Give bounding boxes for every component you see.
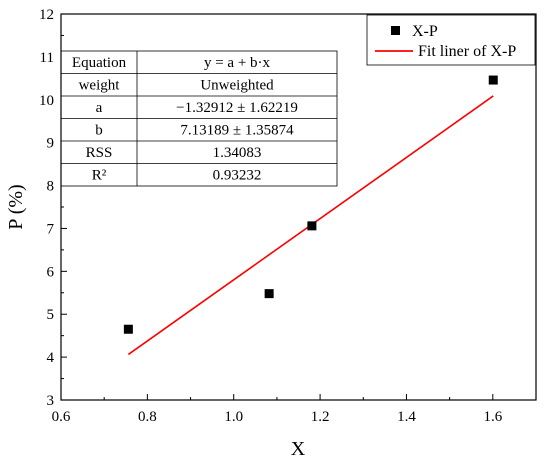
y-tick-label: 3 <box>47 393 55 409</box>
table-cell-label: Equation <box>72 55 127 71</box>
y-tick-label: 7 <box>47 221 55 237</box>
legend-box <box>366 14 536 66</box>
data-point <box>488 75 498 85</box>
legend: X-P Fit liner of X-P <box>366 14 536 66</box>
x-tick-label: 1.2 <box>311 409 330 425</box>
y-tick-label: 8 <box>47 179 55 195</box>
y-tick-label: 10 <box>39 93 54 109</box>
table-cell-value: 1.34083 <box>213 145 262 161</box>
fit-statistics-table: Equation y = a + b·x weight Unweighted a −1.3… <box>60 50 338 187</box>
y-tick-label: 9 <box>47 136 55 152</box>
y-tick-label: 6 <box>47 264 55 280</box>
table-cell-value: y = a + b·x <box>204 55 271 71</box>
legend-label: X-P <box>412 23 438 40</box>
x-axis-title: X <box>291 438 306 460</box>
y-tick-label: 4 <box>47 350 55 366</box>
table-cell-value: 7.13189 ± 1.35874 <box>180 123 294 139</box>
y-tick-label: 11 <box>40 50 54 66</box>
table-cell-label: a <box>96 100 103 116</box>
x-tick-label: 1.0 <box>224 409 243 425</box>
data-point <box>307 221 317 231</box>
table-cell-value: Unweighted <box>200 78 274 94</box>
y-tick-label: 5 <box>47 307 55 323</box>
x-tick-label: 0.6 <box>52 409 71 425</box>
x-tick-label: 1.4 <box>397 409 416 425</box>
table-cell-label: weight <box>79 78 121 94</box>
table-cell-label: RSS <box>86 145 113 161</box>
points-layer <box>123 75 498 334</box>
legend-marker-square <box>391 26 400 35</box>
x-tick-label: 1.6 <box>483 409 502 425</box>
data-point <box>123 324 133 334</box>
table-cell-value: 0.93232 <box>213 168 262 184</box>
legend-label: Fit liner of X-P <box>418 43 516 60</box>
table-cell-value: −1.32912 ± 1.62219 <box>176 100 298 116</box>
x-axis-ticks: 0.6 0.8 1.0 1.2 1.4 1.6 <box>52 394 503 425</box>
table-cell-label: b <box>95 123 103 139</box>
y-tick-label: 12 <box>39 7 54 23</box>
y-axis-title: P (%) <box>5 184 27 229</box>
table-cell-label: R² <box>92 168 107 184</box>
x-tick-label: 0.8 <box>138 409 157 425</box>
data-point <box>264 289 274 299</box>
plot-area-frame <box>60 13 537 401</box>
